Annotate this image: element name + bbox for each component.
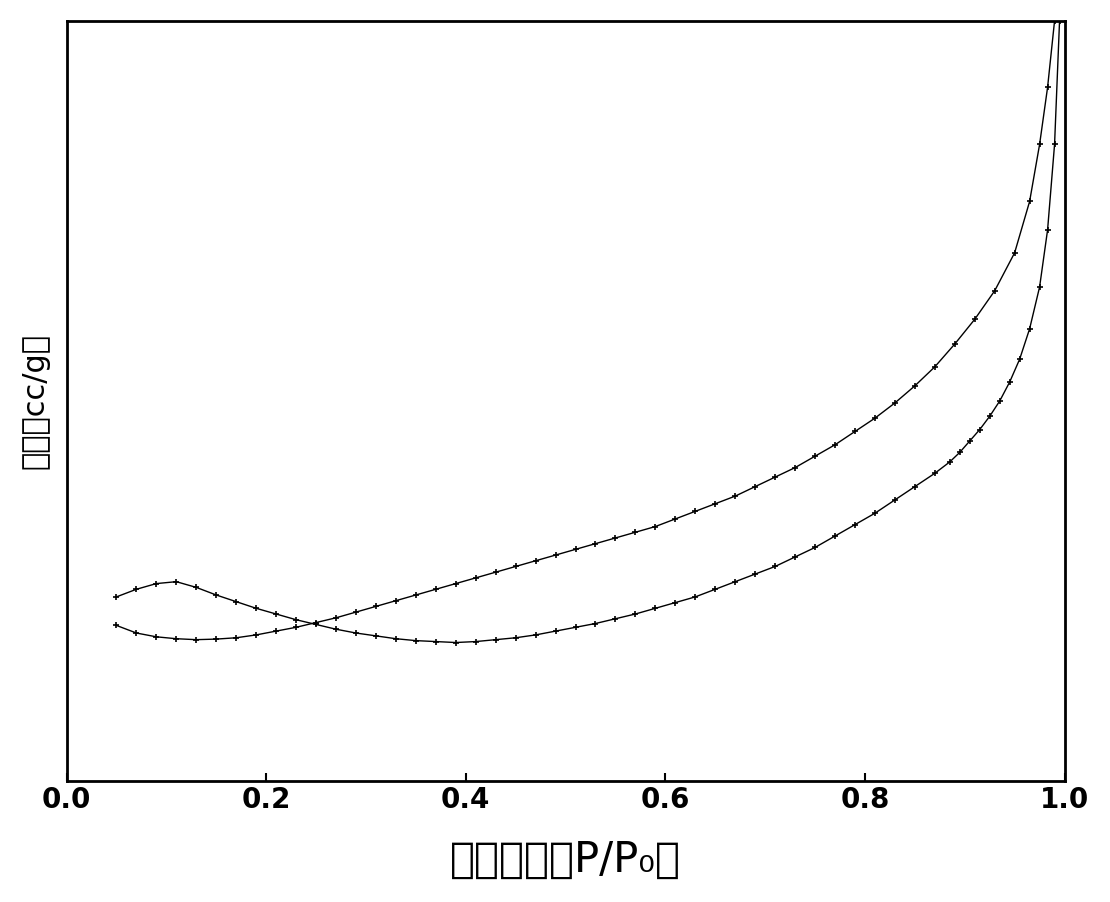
X-axis label: 相对压力（P/P₀）: 相对压力（P/P₀） xyxy=(450,839,682,881)
Y-axis label: 容积（cc/g）: 容积（cc/g） xyxy=(21,333,50,469)
